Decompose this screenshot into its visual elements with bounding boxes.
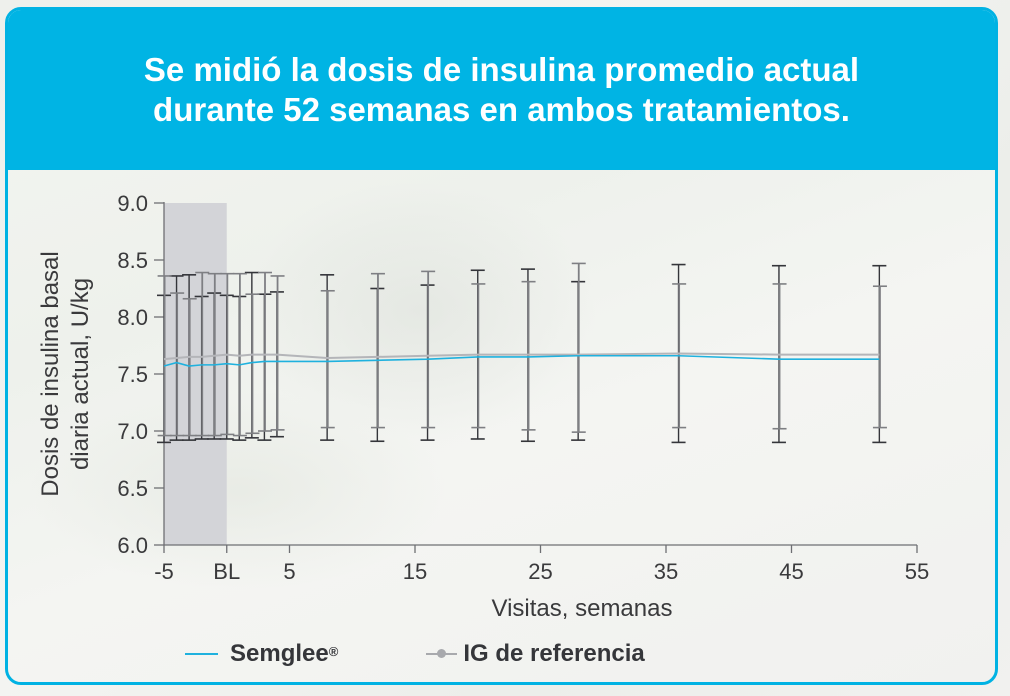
y-tick-label: 6.0 bbox=[117, 533, 148, 558]
legend: Semglee ® IG de referencia bbox=[185, 637, 645, 671]
error-bar bbox=[170, 292, 185, 437]
y-tick-label: 9.0 bbox=[117, 191, 148, 216]
x-tick-label: BL bbox=[213, 559, 240, 584]
error-bar bbox=[182, 297, 197, 437]
x-tick-label: 35 bbox=[654, 559, 678, 584]
error-bar bbox=[471, 283, 486, 429]
y-tick-label: 8.0 bbox=[117, 305, 148, 330]
shaded-region bbox=[164, 203, 227, 545]
error-bar bbox=[421, 270, 436, 429]
y-tick-label: 8.5 bbox=[117, 248, 148, 273]
y-tick-label: 7.5 bbox=[117, 362, 148, 387]
series-line-reference bbox=[163, 352, 880, 361]
y-tick-label: 7.0 bbox=[117, 419, 148, 444]
registered-mark: ® bbox=[328, 643, 339, 659]
x-tick-label: 5 bbox=[283, 559, 295, 584]
error-bar bbox=[245, 293, 260, 435]
error-bar bbox=[258, 271, 272, 432]
error-bar bbox=[195, 271, 210, 437]
x-tick-label: 15 bbox=[403, 559, 427, 584]
legend-label: Semglee bbox=[230, 640, 329, 667]
error-bar bbox=[232, 272, 247, 437]
x-tick-label: 55 bbox=[905, 559, 929, 584]
error-bar bbox=[370, 272, 385, 429]
line-dot-icon bbox=[426, 649, 458, 658]
x-tick-label: -5 bbox=[154, 559, 174, 584]
x-tick-label: 45 bbox=[779, 559, 803, 584]
error-bar bbox=[157, 275, 172, 437]
legend-item-semglee: Semglee ® bbox=[185, 640, 338, 668]
y-axis-label: Dosis de insulina basal bbox=[37, 251, 64, 496]
error-bar bbox=[521, 280, 536, 431]
series-line-semglee bbox=[163, 354, 880, 367]
x-axis-label: Visitas, semanas bbox=[492, 595, 673, 622]
error-bar bbox=[320, 289, 335, 429]
legend-item-reference: IG de referencia bbox=[426, 640, 645, 668]
y-tick-label: 6.5 bbox=[117, 476, 148, 501]
error-bar bbox=[207, 272, 222, 437]
error-bar bbox=[872, 285, 887, 429]
error-bar bbox=[772, 283, 787, 430]
error-bar bbox=[571, 262, 586, 433]
y-axis-label: diaria actual, U/kg bbox=[67, 278, 94, 470]
legend-label: IG de referencia bbox=[463, 640, 645, 667]
slide-card: Se midió la dosis de insulina promedio a… bbox=[5, 7, 998, 685]
x-tick-label: 25 bbox=[528, 559, 552, 584]
error-bar bbox=[270, 275, 285, 431]
page-title: Se midió la dosis de insulina promedio a… bbox=[143, 51, 860, 128]
line-icon bbox=[185, 653, 218, 655]
header-banner: Se midió la dosis de insulina promedio a… bbox=[8, 10, 995, 170]
